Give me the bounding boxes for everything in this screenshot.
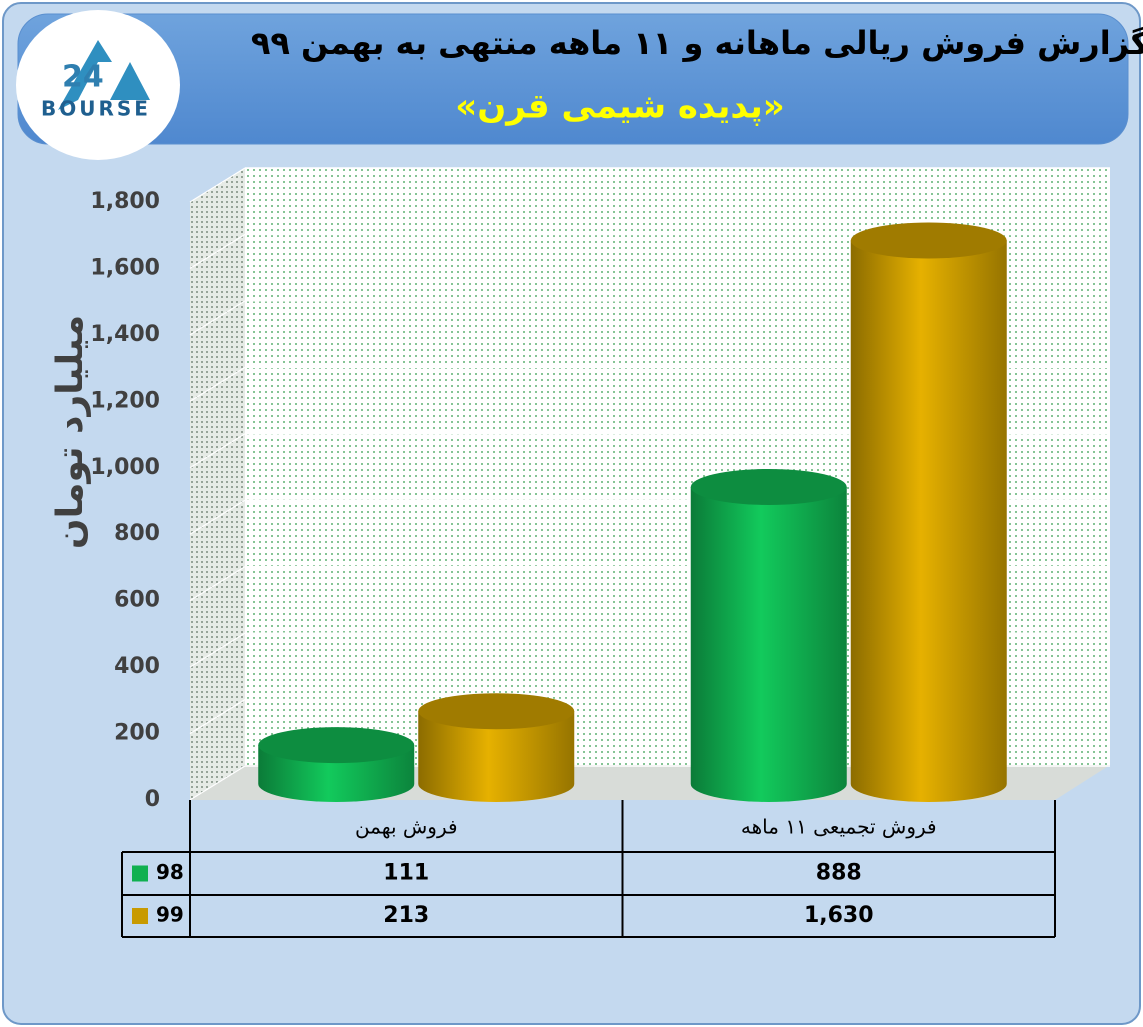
bar-cap	[418, 693, 575, 730]
bar-cap	[850, 222, 1007, 259]
logo-icon	[58, 40, 150, 110]
chart-title: گزارش فروش ریالی ماهانه و ۱۱ ماهه منتهی …	[251, 24, 1143, 62]
bar-body	[418, 711, 575, 802]
y-tick-label: 600	[114, 588, 160, 613]
grid-line-side	[189, 499, 246, 535]
logo-number: 24	[62, 60, 104, 95]
grid-line-side	[189, 632, 246, 668]
y-tick-label: 1,800	[90, 189, 160, 214]
grid-line-side	[189, 699, 246, 735]
grid-line-side	[189, 366, 246, 402]
grid-line-side	[189, 233, 246, 269]
bar-body	[850, 240, 1007, 802]
y-tick-label: 800	[114, 521, 160, 546]
legend-swatch	[132, 908, 148, 924]
table-value: 1,630	[804, 903, 874, 928]
grid-line-side	[189, 433, 246, 469]
table-value: 888	[816, 861, 862, 886]
y-tick-label: 1,400	[90, 322, 160, 347]
y-tick-label: 200	[114, 721, 160, 746]
y-tick-label: 400	[114, 654, 160, 679]
logo-text: BOURSE	[41, 97, 151, 121]
y-tick-label: 0	[145, 787, 160, 812]
x-tick-label: فروش بهمن	[355, 815, 458, 839]
table-value: 111	[383, 861, 429, 886]
grid-line-side	[189, 300, 246, 336]
bar	[850, 222, 1007, 802]
grid-line-side	[189, 167, 246, 203]
x-tick-label: فروش تجمیعی ١١ ماهه	[741, 815, 937, 839]
legend-label: 98	[156, 860, 184, 884]
legend-swatch	[132, 865, 148, 882]
logo-circle	[16, 10, 180, 160]
bar-body	[690, 486, 847, 802]
bar-cap	[690, 468, 847, 505]
y-axis-label: میلیارد تومان	[50, 315, 91, 549]
grid-line-side	[189, 765, 246, 801]
chart-subtitle: «پدیده شیمی قرن»	[455, 87, 784, 127]
legend-label: 99	[156, 903, 184, 927]
y-tick-label: 1,200	[90, 388, 160, 413]
y-tick-label: 1,000	[90, 455, 160, 480]
table-value: 213	[383, 903, 429, 928]
bar	[258, 727, 415, 802]
bar-cap	[258, 727, 415, 764]
y-tick-label: 1,600	[90, 255, 160, 280]
bar	[690, 468, 847, 802]
bar	[418, 693, 575, 802]
grid-line-side	[189, 566, 246, 602]
